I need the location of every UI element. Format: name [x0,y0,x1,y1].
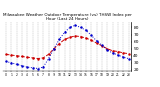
Title: Milwaukee Weather Outdoor Temperature (vs) THSW Index per Hour (Last 24 Hours): Milwaukee Weather Outdoor Temperature (v… [3,13,132,21]
